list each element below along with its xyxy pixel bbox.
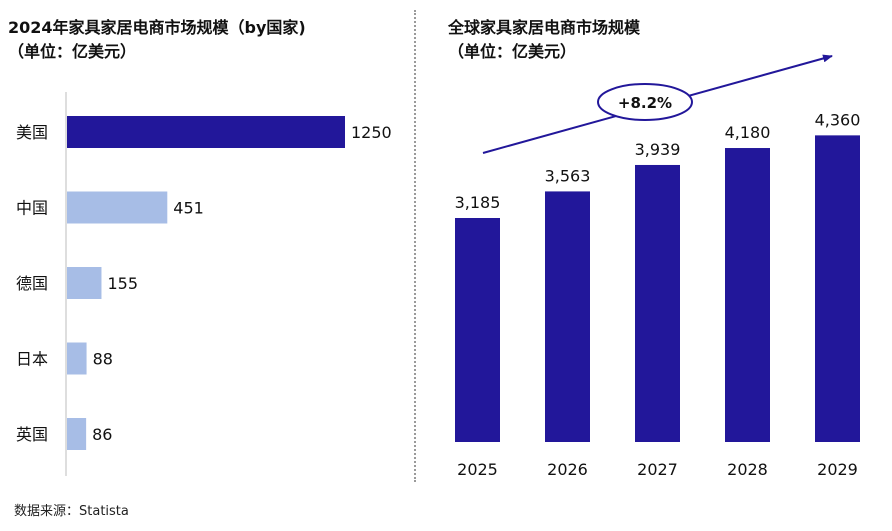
data-source: 数据来源：Statista [14,504,129,519]
left-chart-title: 2024年家具家居电商市场规模（by国家) （单位：亿美元） [8,16,306,64]
yearly-bar-chart: 3,185 2025 3,563 2026 3,939 2027 4,180 2028 4,36… [455,110,861,479]
year-bar [635,164,680,442]
year-bar [545,191,590,442]
growth-annotation: +8.2% [482,54,833,154]
year-label: 2025 [457,460,498,479]
panel-divider [414,10,416,482]
year-value-label: 3,563 [545,166,591,185]
country-bar [67,191,168,224]
country-bar-chart: 美国 1250 中国 451 德国 155 日本 88 英国 86 [16,92,392,476]
country-bar [67,116,345,148]
country-value-label: 1250 [351,123,392,142]
country-label: 德国 [16,274,48,293]
year-bar [725,148,770,442]
country-value-label: 451 [173,199,204,218]
year-label: 2029 [817,460,858,479]
country-label: 英国 [16,425,48,444]
country-label: 美国 [16,123,48,142]
year-bar [455,218,500,442]
year-bar [815,135,860,442]
country-value-label: 88 [93,350,113,369]
growth-ellipse [597,83,693,121]
year-label: 2026 [547,460,588,479]
country-bar [67,418,87,450]
year-value-label: 3,185 [455,193,501,212]
year-value-label: 3,939 [635,140,681,159]
year-value-label: 4,180 [725,123,771,142]
right-chart-title-line2: （单位：亿美元） [448,42,577,61]
country-bar [67,342,87,375]
country-value-label: 155 [107,274,138,293]
country-label: 中国 [16,199,48,218]
country-bar [67,267,102,299]
country-label: 日本 [16,350,48,369]
right-chart-title: 全球家具家居电商市场规模 （单位：亿美元） [448,16,640,64]
country-value-label: 86 [92,425,112,444]
year-label: 2028 [727,460,768,479]
left-chart-title-line1: 2024年家具家居电商市场规模（by国家) [8,18,306,37]
year-value-label: 4,360 [815,110,861,129]
right-chart-title-line1: 全球家具家居电商市场规模 [448,18,641,37]
growth-rate-label: +8.2% [618,94,672,112]
left-chart-title-line2: （单位：亿美元） [8,42,137,61]
year-label: 2027 [637,460,678,479]
